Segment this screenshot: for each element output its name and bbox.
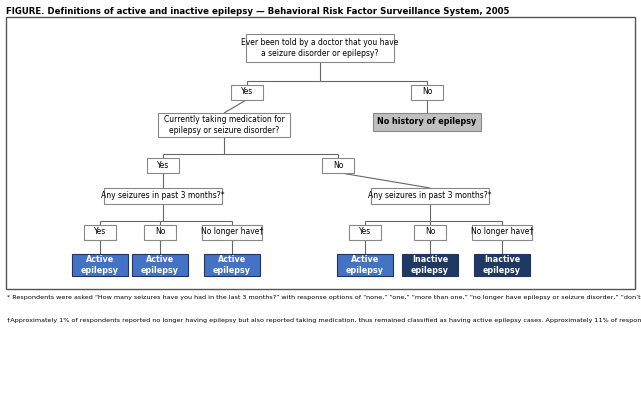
FancyBboxPatch shape — [322, 158, 354, 172]
Text: No: No — [155, 227, 165, 237]
FancyBboxPatch shape — [104, 188, 222, 204]
Text: Active
epilepsy: Active epilepsy — [346, 255, 384, 275]
FancyBboxPatch shape — [6, 17, 635, 289]
FancyBboxPatch shape — [414, 225, 446, 239]
Text: No: No — [425, 227, 435, 237]
Text: Yes: Yes — [241, 87, 253, 97]
Text: No longer have†: No longer have† — [201, 227, 263, 237]
FancyBboxPatch shape — [246, 34, 394, 62]
FancyBboxPatch shape — [371, 188, 489, 204]
Text: Ever been told by a doctor that you have
a seizure disorder or epilepsy?: Ever been told by a doctor that you have… — [241, 38, 399, 58]
FancyBboxPatch shape — [402, 254, 458, 276]
Text: No: No — [333, 160, 343, 170]
FancyBboxPatch shape — [158, 113, 290, 137]
Text: Inactive
epilepsy: Inactive epilepsy — [411, 255, 449, 275]
FancyBboxPatch shape — [84, 225, 116, 239]
FancyBboxPatch shape — [373, 113, 481, 131]
Text: * Respondents were asked “How many seizures have you had in the last 3 months?” : * Respondents were asked “How many seizu… — [7, 295, 641, 300]
FancyBboxPatch shape — [349, 225, 381, 239]
Text: Yes: Yes — [157, 160, 169, 170]
FancyBboxPatch shape — [72, 254, 128, 276]
FancyBboxPatch shape — [144, 225, 176, 239]
FancyBboxPatch shape — [411, 85, 443, 99]
Text: Active
epilepsy: Active epilepsy — [141, 255, 179, 275]
Text: Any seizures in past 3 months?*: Any seizures in past 3 months?* — [101, 192, 225, 201]
Text: †Approximately 1% of respondents reported no longer having epilepsy but also rep: †Approximately 1% of respondents reporte… — [7, 318, 641, 323]
FancyBboxPatch shape — [147, 158, 179, 172]
FancyBboxPatch shape — [132, 254, 188, 276]
Text: Active
epilepsy: Active epilepsy — [213, 255, 251, 275]
Text: No: No — [422, 87, 432, 97]
FancyBboxPatch shape — [474, 254, 530, 276]
FancyBboxPatch shape — [337, 254, 393, 276]
FancyBboxPatch shape — [202, 225, 262, 239]
Text: Inactive
epilepsy: Inactive epilepsy — [483, 255, 521, 275]
Text: Yes: Yes — [359, 227, 371, 237]
Text: Yes: Yes — [94, 227, 106, 237]
FancyBboxPatch shape — [231, 85, 263, 99]
Text: No longer have†: No longer have† — [471, 227, 533, 237]
Text: FIGURE. Definitions of active and inactive epilepsy — Behavioral Risk Factor Sur: FIGURE. Definitions of active and inacti… — [6, 7, 510, 16]
Text: No history of epilepsy: No history of epilepsy — [378, 117, 477, 126]
FancyBboxPatch shape — [204, 254, 260, 276]
FancyBboxPatch shape — [472, 225, 532, 239]
Text: Currently taking medication for
epilepsy or seizure disorder?: Currently taking medication for epilepsy… — [163, 115, 285, 135]
Text: Any seizures in past 3 months?*: Any seizures in past 3 months?* — [368, 192, 492, 201]
Text: Active
epilepsy: Active epilepsy — [81, 255, 119, 275]
